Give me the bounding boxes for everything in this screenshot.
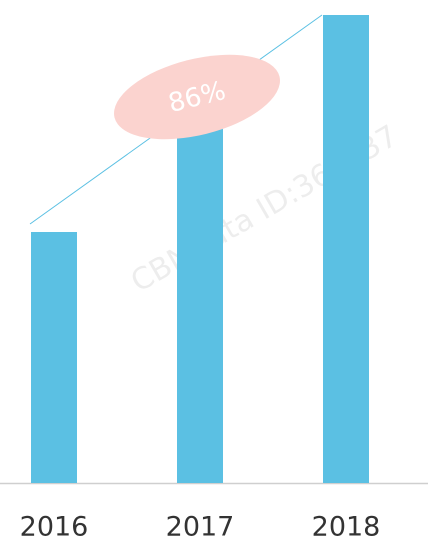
bar [177, 128, 223, 483]
bar [323, 15, 369, 483]
x-tick-label: 2017 [166, 512, 235, 543]
x-tick-label: 2016 [20, 512, 89, 543]
annotation-bubble [114, 54, 280, 140]
bar [31, 232, 77, 483]
x-tick-label: 2018 [312, 512, 381, 543]
